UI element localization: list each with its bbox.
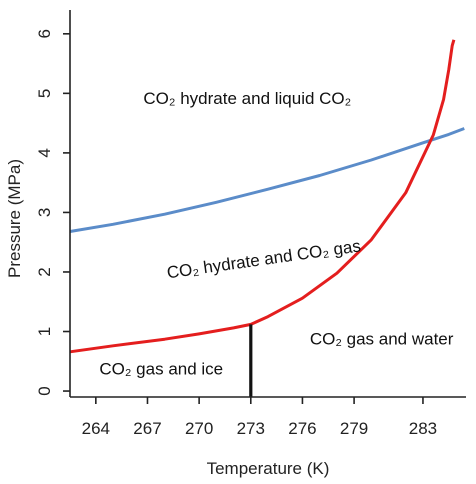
x-axis-title: Temperature (K) [207,459,330,478]
series-0-line [69,127,465,233]
y-tick-label: 3 [35,208,54,217]
x-tick-label: 267 [133,419,161,438]
y-axis-title: Pressure (MPa) [5,159,24,278]
region-label: CO₂ gas and water [310,330,454,349]
y-tick-label: 5 [35,89,54,98]
plot-curves [69,39,465,397]
region-label: CO₂ gas and ice [99,359,223,378]
y-tick-label: 1 [35,327,54,336]
y-tick-label: 0 [35,386,54,395]
x-tick-label: 273 [237,419,265,438]
series-1-line [69,39,456,354]
x-tick-label: 283 [409,419,437,438]
y-axis-ticks: 0 1 2 3 4 5 6 [35,29,70,396]
x-tick-label: 264 [82,419,110,438]
region-label: CO₂ hydrate and liquid CO₂ [143,89,351,108]
y-tick-label: 2 [35,267,54,276]
x-tick-label: 270 [185,419,213,438]
y-tick-label: 4 [35,148,54,157]
y-tick-label: 6 [35,29,54,38]
x-tick-label: 276 [288,419,316,438]
x-tick-label: 279 [340,419,368,438]
x-axis-ticks: 264 267 270 273 276 279 283 [82,397,437,438]
